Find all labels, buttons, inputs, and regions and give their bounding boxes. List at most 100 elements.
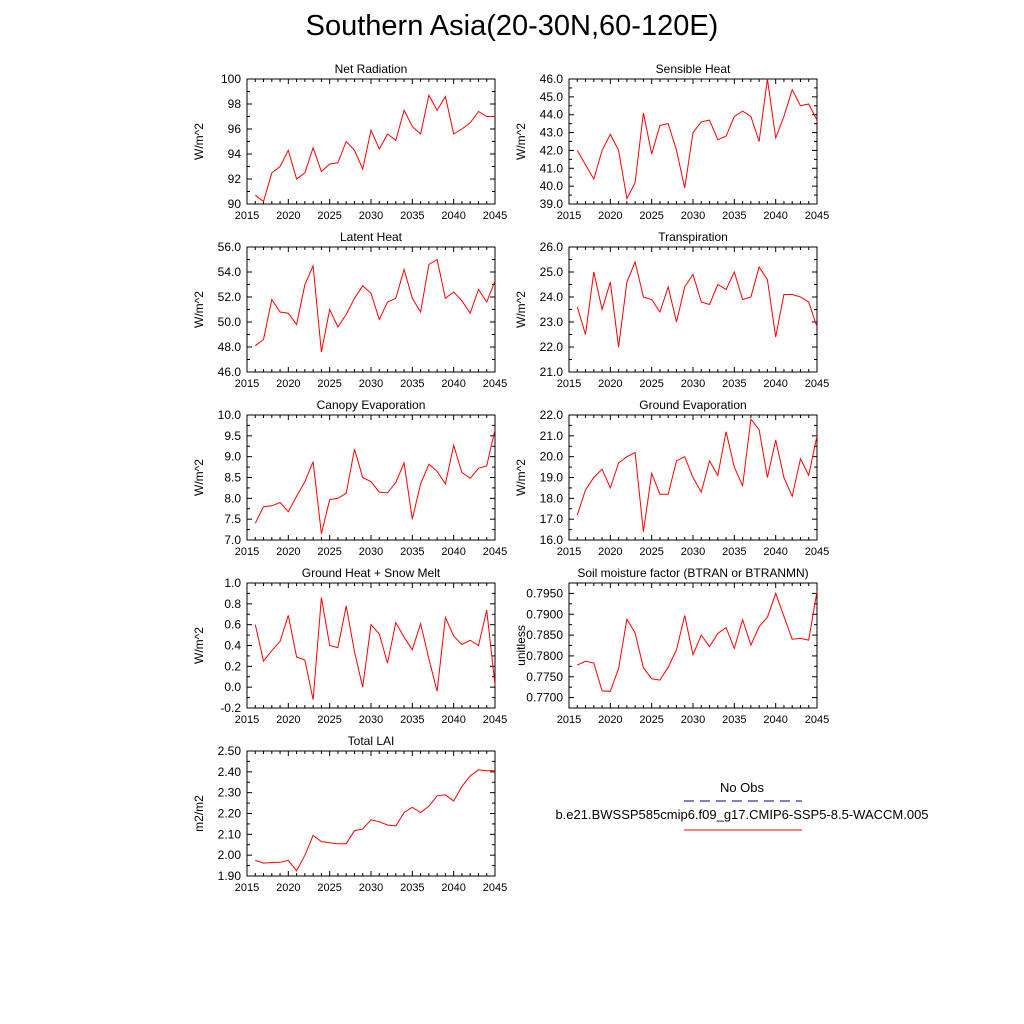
latent-heat-ytick-label: 54.0 [218, 265, 242, 279]
sensible-heat-xtick-label: 2015 [557, 210, 581, 222]
canopy-evaporation-xtick-label: 2015 [235, 546, 259, 558]
sensible-heat-xtick-label: 2030 [681, 210, 705, 222]
latent-heat-xtick-label: 2015 [235, 378, 259, 390]
ground-heat-snow-melt-xtick-label: 2020 [276, 714, 300, 726]
latent-heat-xtick-label: 2045 [483, 378, 507, 390]
soil-moisture-factor-xtick-label: 2030 [681, 714, 705, 726]
total-lai-ytick-label: 2.30 [218, 786, 242, 800]
ground-heat-snow-melt-xtick-label: 2030 [359, 714, 383, 726]
transpiration-panel: Transpiration 2015 2020 2025 2030 2035 2040 204… [514, 230, 829, 390]
canopy-evaporation-ytick-label: 8.0 [224, 491, 241, 505]
net-radiation-xtick-label: 2040 [441, 210, 465, 222]
ground-evaporation-ytick-label: 19.0 [540, 471, 564, 485]
transpiration-ylabel: W/m^2 [514, 291, 528, 328]
soil-moisture-factor-ytick-label: 0.7700 [526, 691, 563, 705]
latent-heat-frame [246, 246, 496, 373]
sensible-heat-ytick-label: 44.0 [540, 108, 564, 122]
latent-heat-ytick-label: 52.0 [218, 290, 242, 304]
ground-heat-snow-melt-ytick-label: 0.0 [224, 680, 241, 694]
latent-heat-ytick-label: 48.0 [218, 340, 242, 354]
ground-heat-snow-melt-ytick-label: 0.6 [224, 618, 241, 632]
ground-heat-snow-melt-xtick-label: 2025 [317, 714, 341, 726]
canopy-evaporation-xtick-label: 2030 [359, 546, 383, 558]
soil-moisture-factor-series-line [577, 591, 818, 692]
total-lai-series-line [255, 769, 495, 872]
transpiration-xtick-label: 2035 [722, 378, 746, 390]
soil-moisture-factor-title: Soil moisture factor (BTRAN or BTRANMN) [577, 566, 808, 580]
canopy-evaporation-xtick-label: 2025 [317, 546, 341, 558]
ground-evaporation-panel: Ground Evaporation 2015 2020 2025 2030 2035 20… [514, 398, 829, 558]
latent-heat-ytick-label: 50.0 [218, 315, 242, 329]
sensible-heat-xtick-label: 2040 [763, 210, 787, 222]
total-lai-panel: Total LAI 2015 2020 2025 2030 2035 2040 2045 1.9… [192, 734, 507, 894]
ground-evaporation-xtick-label: 2025 [639, 546, 663, 558]
ground-evaporation-xtick-label: 2015 [557, 546, 581, 558]
transpiration-ytick-label: 22.0 [540, 340, 564, 354]
sensible-heat-xtick-label: 2035 [722, 210, 746, 222]
latent-heat-xtick-label: 2040 [441, 378, 465, 390]
soil-moisture-factor-panel: Soil moisture factor (BTRAN or BTRANMN) 2… [514, 566, 829, 726]
latent-heat-title: Latent Heat [340, 230, 403, 244]
ground-evaporation-xtick-label: 2035 [722, 546, 746, 558]
soil-moisture-factor-xtick-label: 2040 [763, 714, 787, 726]
transpiration-ytick-label: 26.0 [540, 240, 564, 254]
sensible-heat-title: Sensible Heat [656, 62, 731, 76]
net-radiation-xtick-label: 2020 [276, 210, 300, 222]
sensible-heat-ytick-label: 42.0 [540, 143, 564, 157]
canopy-evaporation-title: Canopy Evaporation [317, 398, 426, 412]
canopy-evaporation-ytick-label: 7.0 [224, 533, 241, 547]
sensible-heat-ytick-label: 43.0 [540, 126, 564, 140]
transpiration-series-line [576, 260, 818, 348]
net-radiation-frame [246, 78, 496, 205]
net-radiation-ytick-label: 100 [221, 72, 241, 86]
ground-evaporation-ytick-label: 18.0 [540, 491, 564, 505]
transpiration-ytick-label: 21.0 [540, 365, 564, 379]
total-lai-xtick-label: 2025 [317, 882, 341, 894]
soil-moisture-factor-ylabel: unitless [514, 625, 528, 666]
ground-evaporation-series-line [576, 417, 818, 532]
latent-heat-ylabel: W/m^2 [192, 291, 206, 328]
total-lai-ylabel: m2/m2 [192, 795, 206, 832]
ground-heat-snow-melt-panel: Ground Heat + Snow Melt 2015 2020 2025 2030 2… [192, 566, 507, 726]
net-radiation-series-line [254, 93, 495, 203]
transpiration-xtick-label: 2020 [598, 378, 622, 390]
soil-moisture-factor-xtick-label: 2015 [557, 714, 581, 726]
net-radiation-xtick-label: 2035 [400, 210, 424, 222]
canopy-evaporation-xtick-label: 2035 [400, 546, 424, 558]
total-lai-ytick-label: 1.90 [218, 869, 242, 883]
transpiration-title: Transpiration [658, 230, 728, 244]
net-radiation-ylabel: W/m^2 [192, 123, 206, 160]
sensible-heat-xtick-label: 2045 [805, 210, 829, 222]
transpiration-ytick-label: 25.0 [540, 265, 564, 279]
latent-heat-series-line [254, 258, 496, 353]
sensible-heat-ytick-label: 45.0 [540, 90, 564, 104]
latent-heat-xtick-label: 2025 [317, 378, 341, 390]
soil-moisture-factor-ytick-label: 0.7900 [526, 607, 563, 621]
total-lai-frame [246, 750, 496, 877]
ground-heat-snow-melt-xtick-label: 2045 [483, 714, 507, 726]
sensible-heat-ytick-label: 46.0 [540, 72, 564, 86]
soil-moisture-factor-ytick-label: 0.7850 [526, 628, 563, 642]
ground-evaporation-ytick-label: 17.0 [540, 512, 564, 526]
latent-heat-ytick-label: 56.0 [218, 240, 242, 254]
canopy-evaporation-ytick-label: 9.5 [224, 429, 241, 443]
sensible-heat-xtick-label: 2020 [598, 210, 622, 222]
sensible-heat-panel: Sensible Heat 2015 2020 2025 2030 2035 2040 204… [514, 62, 829, 222]
ground-evaporation-xtick-label: 2030 [681, 546, 705, 558]
latent-heat-xtick-label: 2030 [359, 378, 383, 390]
transpiration-xtick-label: 2040 [763, 378, 787, 390]
total-lai-ytick-label: 2.40 [218, 765, 242, 779]
soil-moisture-factor-ytick-label: 0.7950 [526, 586, 563, 600]
net-radiation-xtick-label: 2015 [235, 210, 259, 222]
ground-heat-snow-melt-series-line [254, 597, 496, 700]
total-lai-xtick-label: 2030 [359, 882, 383, 894]
sensible-heat-ytick-label: 39.0 [540, 197, 564, 211]
canopy-evaporation-ytick-label: 8.5 [224, 471, 241, 485]
ground-heat-snow-melt-ytick-label: -0.2 [220, 701, 241, 715]
soil-moisture-factor-ytick-label: 0.7750 [526, 670, 563, 684]
ground-heat-snow-melt-ytick-label: 0.4 [224, 639, 241, 653]
soil-moisture-factor-xtick-label: 2025 [639, 714, 663, 726]
soil-moisture-factor-xtick-label: 2035 [722, 714, 746, 726]
canopy-evaporation-frame [246, 414, 496, 541]
sensible-heat-ytick-label: 41.0 [540, 161, 564, 175]
